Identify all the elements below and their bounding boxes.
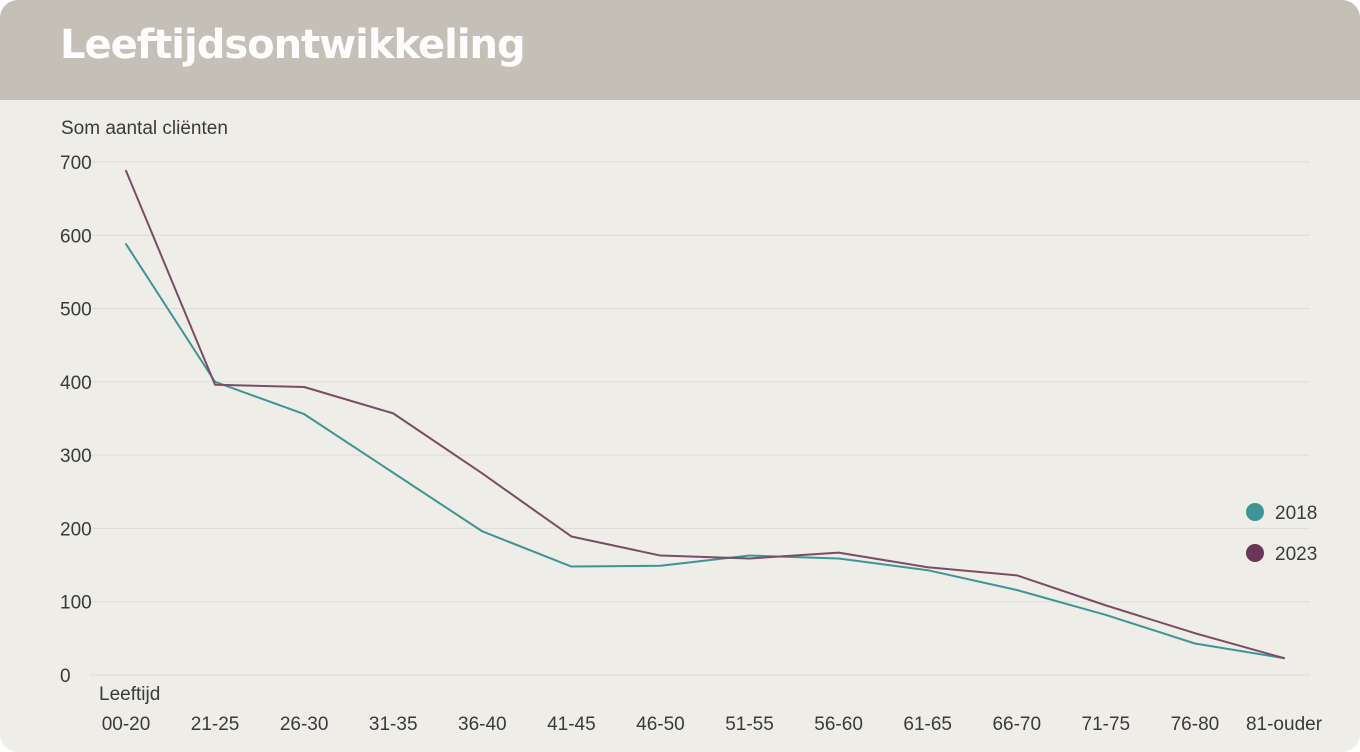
y-tick-label: 400 [60,373,92,394]
x-tick-label: 21-25 [191,714,240,735]
y-tick-label: 300 [60,446,92,467]
header-bar: Leeftijdsontwikkeling [0,0,1360,100]
y-tick-label: 600 [60,226,92,247]
legend-label-2023: 2023 [1275,544,1317,565]
x-tick-label: 00-20 [102,714,151,735]
series-lines [125,169,1285,660]
grid-lines [90,161,1310,676]
y-tick-label: 100 [60,593,92,614]
page-title: Leeftijdsontwikkeling [60,22,526,68]
legend: 2018 2023 [1246,503,1317,565]
x-tick-label: 71-75 [1082,714,1131,735]
legend-label-2018: 2018 [1275,503,1317,524]
x-tick-label: 36-40 [458,714,507,735]
x-tick-label: 66-70 [992,714,1041,735]
x-tick-label: 26-30 [280,714,329,735]
legend-marker-2023 [1246,544,1264,562]
y-tick-label: 0 [60,666,71,687]
series-line-2023 [125,169,1285,660]
y-axis-ticks: 0 100 200 300 400 500 600 700 [60,153,92,687]
series-line-2018 [125,243,1285,660]
x-tick-label: 41-45 [547,714,596,735]
x-tick-label: 46-50 [636,714,685,735]
x-tick-label: 56-60 [814,714,863,735]
x-tick-label: 51-55 [725,714,774,735]
y-tick-label: 200 [60,519,92,540]
y-tick-label: 500 [60,300,92,321]
x-tick-label: 81-ouder [1246,714,1323,735]
x-tick-label: 76-80 [1171,714,1220,735]
x-axis-ticks: 00-20 21-25 26-30 31-35 36-40 41-45 46-50 51-55… [102,714,1323,735]
x-tick-label: 61-65 [903,714,952,735]
legend-marker-2018 [1246,503,1264,521]
y-axis-label: Som aantal cliënten [61,118,228,139]
y-tick-label: 700 [60,153,92,174]
x-axis-label: Leeftijd [99,684,160,705]
x-tick-label: 31-35 [369,714,418,735]
